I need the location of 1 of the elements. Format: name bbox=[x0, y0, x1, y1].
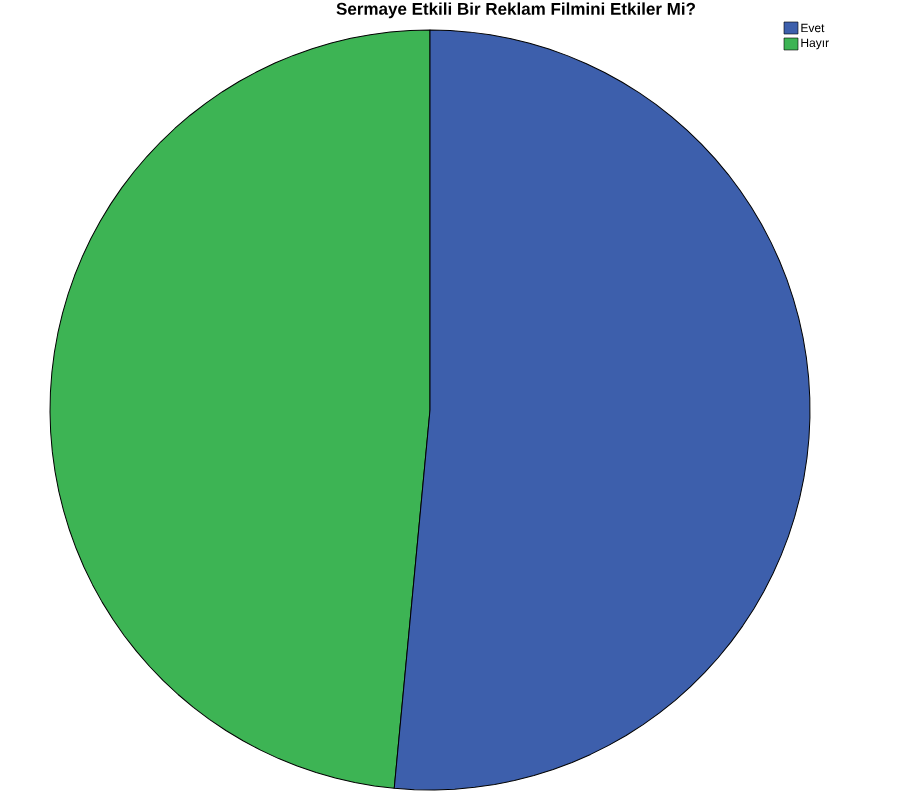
chart-title: Sermaye Etkili Bir Reklam Filmini Etkiler Mi? bbox=[336, 2, 695, 19]
